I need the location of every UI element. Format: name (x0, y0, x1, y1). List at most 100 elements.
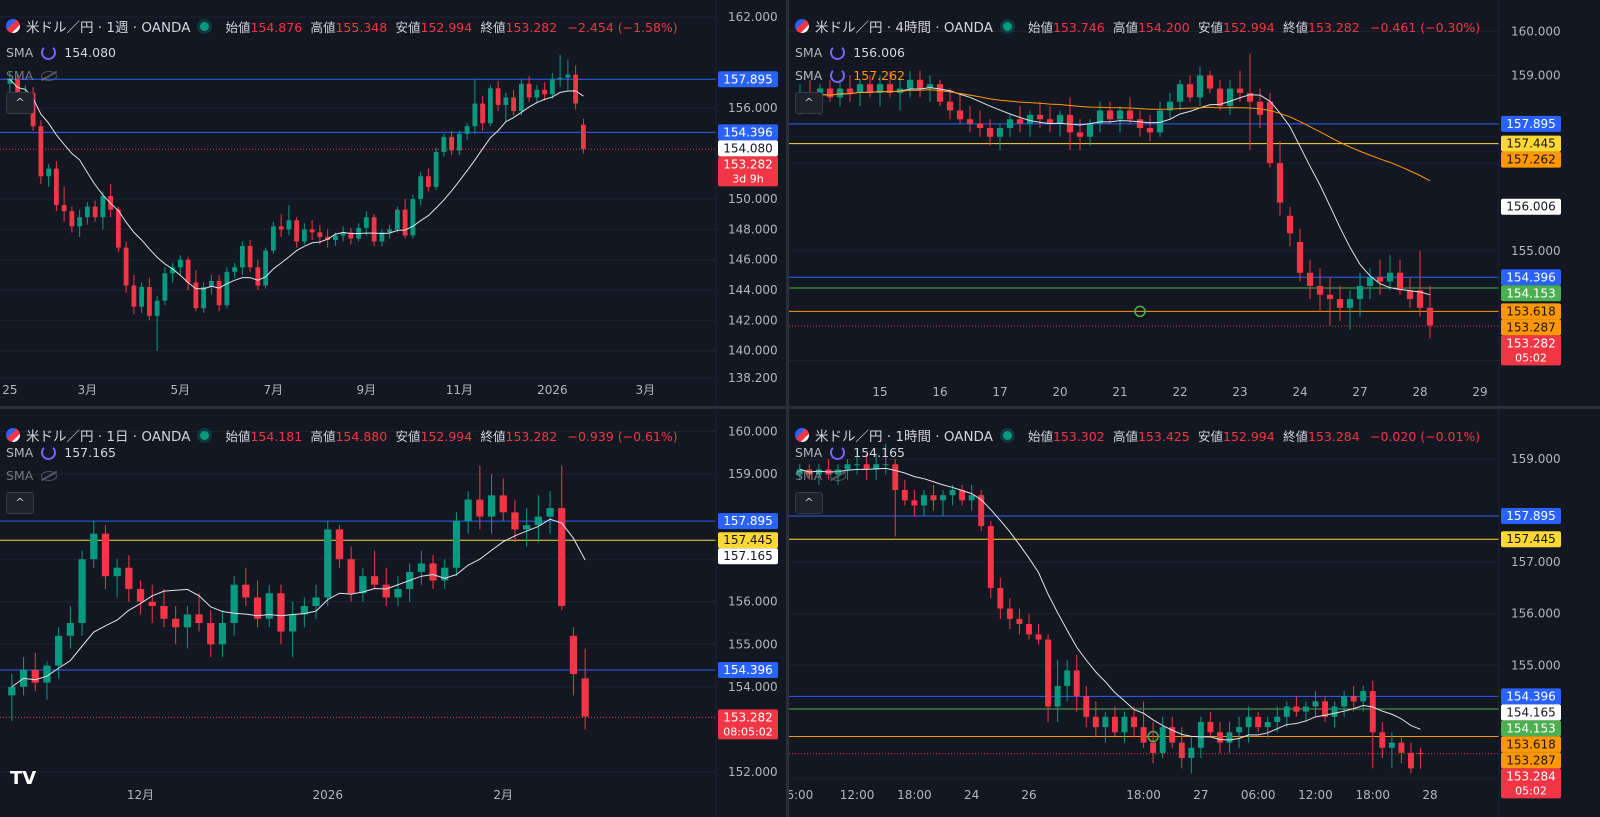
collapse-legend-button[interactable]: ^ (6, 92, 34, 114)
candle-body (1046, 119, 1054, 124)
indicator-sma-1[interactable]: SMA 157.165 (6, 445, 116, 460)
candle-body (936, 84, 944, 102)
candle-body (325, 236, 331, 240)
hidden-eye-icon[interactable] (830, 470, 847, 481)
indicator-sma-2[interactable]: SMA (6, 68, 58, 83)
candle-body (1283, 706, 1290, 717)
y-tick-label: 155.000 (1511, 244, 1561, 258)
x-tick-label: 28 (1412, 385, 1427, 399)
x-tick-label: 3月 (636, 383, 656, 397)
usd-jpy-flag-icon (795, 19, 809, 33)
candle-body (207, 623, 215, 645)
chart-svg-daily[interactable]: 160.000159.000157.000156.000155.000154.0… (0, 409, 786, 817)
candle-body (511, 97, 517, 112)
chart-pane-weekly[interactable]: 162.000 156.000 150.000 148.000 146.000 144.0… (0, 0, 786, 406)
candle-body (38, 126, 44, 177)
candle-body (1006, 608, 1013, 619)
price-label-bg (718, 532, 778, 549)
candle-body (425, 176, 431, 187)
candle-body (125, 567, 133, 589)
candle-body (1226, 88, 1234, 107)
symbol-title[interactable]: 米ドル／円 · 1日 · OANDA (26, 429, 191, 445)
price-label-bg (1501, 285, 1561, 302)
candle-body (901, 490, 908, 501)
y-tick-label: 159.000 (1511, 68, 1561, 82)
candle-body (31, 669, 39, 683)
candle-body (410, 199, 416, 236)
hidden-eye-icon[interactable] (41, 470, 58, 481)
symbol-title[interactable]: 米ドル／円 · 4時間 · OANDA (815, 20, 993, 36)
candle-body (1336, 299, 1344, 308)
candle-body (278, 226, 284, 230)
refresh-icon (41, 45, 57, 60)
collapse-legend-button[interactable]: ^ (795, 492, 823, 514)
candle-body (959, 490, 966, 501)
chart-pane-1h[interactable]: 159.000157.000156.000155.000152.8006:001… (789, 409, 1600, 817)
indicator-sma-2[interactable]: SMA (795, 468, 847, 483)
candle-body (926, 84, 934, 89)
candle-body (309, 229, 315, 233)
price-label-bg (1501, 303, 1561, 320)
candle-body (1140, 727, 1147, 743)
price-label-bg (1501, 508, 1561, 525)
candle-body (84, 206, 90, 218)
candle-body (1092, 716, 1099, 728)
price-label-bg (718, 513, 778, 530)
price-label-bg (1501, 115, 1561, 132)
candle-body (1102, 716, 1109, 728)
candle-body (61, 205, 67, 212)
usd-jpy-flag-icon (6, 19, 20, 33)
candle-body (1197, 721, 1204, 748)
candle-body (1356, 285, 1364, 300)
candle-body (1217, 732, 1223, 743)
indicator-sma-2[interactable]: SMA (6, 468, 58, 483)
ohlc-values: 始値153.746 高値154.200 安値152.994 終値153.282 … (1027, 19, 1481, 35)
y-tick-label: 140.000 (728, 344, 778, 358)
chart-pane-daily[interactable]: 160.000159.000157.000156.000155.000154.0… (0, 409, 786, 817)
candle-body (836, 88, 844, 98)
candle-body (1111, 716, 1118, 733)
candle-body (1236, 88, 1244, 93)
candle-body (452, 520, 461, 568)
candle-body (418, 176, 424, 200)
candle-body (580, 124, 586, 149)
y-tick-label: 146.000 (728, 253, 778, 267)
collapse-legend-button[interactable]: ^ (6, 492, 34, 514)
x-tick-label: 6:00 (789, 788, 813, 802)
symbol-title[interactable]: 米ドル／円 · 1時間 · OANDA (815, 429, 993, 445)
candle-body (1426, 307, 1434, 326)
price-label: 157.262 (1506, 153, 1556, 167)
indicator-sma-2[interactable]: SMA 157.262 (795, 68, 905, 83)
candle-body (464, 499, 472, 521)
candle-body (1302, 706, 1309, 712)
hidden-eye-icon[interactable] (41, 70, 58, 81)
symbol-title[interactable]: 米ドル／円 · 1週 · OANDA (26, 20, 191, 36)
candle-body (487, 495, 496, 517)
alarm-clock-icon (1134, 305, 1146, 318)
candle-body (441, 136, 447, 153)
chart-svg-4h[interactable]: 160.000159.000157.000155.000152.50015161… (789, 0, 1600, 406)
price-label-bg (1501, 736, 1561, 753)
candle-body (997, 587, 1004, 609)
indicator-sma-1[interactable]: SMA 156.006 (795, 45, 905, 60)
candle-body (1236, 727, 1243, 733)
price-label: 154.396 (1506, 689, 1556, 703)
candle-body (1126, 110, 1134, 120)
candle-body (270, 226, 276, 251)
candle-body (1146, 128, 1154, 133)
candle-body (1121, 716, 1128, 733)
tradingview-logo[interactable]: TV (10, 768, 37, 789)
pane-divider-horizontal[interactable] (0, 406, 1600, 409)
collapse-legend-button[interactable]: ^ (795, 92, 823, 114)
y-tick-label: 155.000 (1511, 658, 1561, 672)
indicator-sma-1[interactable]: SMA 154.080 (6, 45, 116, 60)
candle-body (866, 84, 874, 93)
candle-body (1406, 290, 1414, 300)
candle-body (1417, 752, 1424, 754)
chart-pane-4h[interactable]: 160.000159.000157.000155.000152.50015161… (789, 0, 1600, 406)
indicator-sma-1[interactable]: SMA 154.165 (795, 445, 905, 460)
chart-svg-1h[interactable]: 159.000157.000156.000155.000152.8006:001… (789, 409, 1600, 817)
candle-body (335, 529, 344, 560)
candle-body (379, 232, 385, 242)
chart-svg-weekly[interactable]: 162.000 156.000 150.000 148.000 146.000 144.0… (0, 0, 786, 406)
